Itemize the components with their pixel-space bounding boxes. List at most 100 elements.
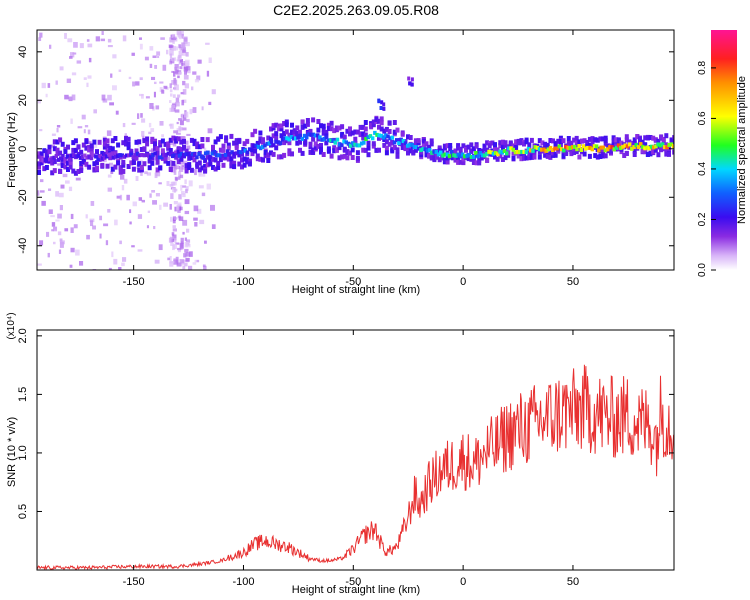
heatmap-ridge-cell [335, 137, 340, 142]
heatmap-halo-cell [445, 143, 450, 149]
heatmap-noise-cell [169, 261, 175, 264]
snr-series-line [37, 364, 674, 570]
heatmap-noise-cell [59, 238, 63, 242]
heatmap-noise-cell [170, 166, 176, 173]
heatmap-noise-cell [176, 204, 180, 211]
heatmap-halo-cell [358, 132, 363, 138]
heatmap-noise-cell [169, 89, 173, 93]
heatmap-noise-cell [183, 160, 188, 164]
heatmap-halo-cell [124, 136, 128, 142]
heatmap-halo-cell [429, 138, 434, 144]
heatmap-halo-cell [308, 149, 313, 155]
heatmap-ridge-cell [667, 143, 671, 147]
heatmap-ridge-cell [518, 150, 522, 155]
heatmap-noise-cell [153, 91, 156, 98]
heatmap-halo-cell [456, 159, 461, 165]
heatmap-halo-cell [287, 132, 292, 138]
heatmap-halo-cell [392, 129, 397, 135]
heatmap-ridge-cell [417, 146, 421, 151]
heatmap-ridge-cell [366, 135, 370, 140]
heatmap-halo-cell [253, 128, 258, 134]
heatmap-noise-cell [158, 244, 163, 251]
heatmap-ridge-cell [529, 148, 533, 153]
heatmap-noise-cell [184, 199, 190, 205]
heatmap-halo-cell [229, 133, 234, 139]
heatmap-ridge-cell [601, 145, 605, 150]
heatmap-noise-cell [157, 56, 160, 59]
heatmap-noise-cell [179, 66, 183, 70]
heatmap-ridge-cell [100, 156, 105, 161]
heatmap-halo-cell [282, 131, 287, 136]
heatmap-halo-cell [355, 156, 360, 161]
heatmap-noise-cell [50, 215, 55, 218]
heatmap-halo-cell [624, 151, 629, 156]
heatmap-halo-cell [500, 145, 505, 151]
heatmap-halo-cell [524, 155, 529, 161]
heatmap-ridge-cell [566, 145, 570, 150]
heatmap-noise-cell [170, 165, 176, 169]
heatmap-noise-cell [69, 56, 73, 59]
heatmap-halo-cell [311, 147, 316, 153]
heatmap-noise-cell [169, 256, 172, 262]
heatmap-ridge-cell [109, 152, 113, 157]
heatmap-noise-cell [181, 62, 184, 67]
heatmap-noise-cell [107, 187, 113, 192]
heatmap-halo-cell [458, 159, 463, 165]
heatmap-noise-cell [95, 36, 100, 42]
heatmap-halo-cell [408, 148, 413, 154]
heatmap-halo-cell [266, 135, 271, 141]
heatmap-noise-cell [178, 176, 181, 180]
heatmap-noise-cell [178, 118, 183, 121]
heatmap-ridge-cell [83, 153, 87, 158]
heatmap-ridge-cell [496, 152, 500, 157]
heatmap-ridge-cell [381, 135, 386, 140]
heatmap-noise-cell [159, 87, 163, 93]
heatmap-halo-cell [319, 123, 323, 129]
heatmap-halo-cell [100, 150, 105, 156]
heatmap-noise-cell [180, 166, 183, 169]
spectrogram-x-ticks: -150 -100 -50 0 50 [123, 30, 579, 288]
spectrogram-frame [36, 29, 675, 271]
heatmap-halo-cell [377, 135, 381, 141]
heatmap-halo-cell [224, 135, 229, 141]
heatmap-halo-cell [645, 135, 650, 141]
heatmap-halo-cell [577, 147, 582, 153]
heatmap-halo-cell [237, 152, 242, 158]
heatmap-noise-cell [87, 43, 93, 48]
spectrogram-x-tick-label: -100 [232, 276, 254, 288]
heatmap-noise-cell [178, 44, 184, 50]
heatmap-noise-cell [173, 164, 177, 170]
heatmap-halo-cell [179, 146, 184, 152]
heatmap-halo-cell [464, 147, 468, 153]
heatmap-noise-cell [182, 266, 186, 270]
heatmap-noise-cell [181, 33, 184, 39]
heatmap-halo-cell [382, 142, 387, 148]
heatmap-halo-cell [656, 152, 661, 158]
heatmap-halo-cell [42, 166, 47, 172]
heatmap-noise-cell [121, 262, 125, 267]
heatmap-halo-cell [316, 143, 321, 149]
heatmap-halo-cell [403, 146, 408, 152]
heatmap-noise-cell [122, 257, 127, 262]
heatmap-noise-cell [92, 144, 98, 148]
heatmap-halo-cell [450, 155, 455, 161]
heatmap-ridge-cell [507, 146, 511, 151]
heatmap-halo-cell [456, 145, 461, 151]
heatmap-noise-cell [207, 128, 213, 134]
heatmap-halo-cell [574, 144, 579, 150]
heatmap-halo-cell [89, 143, 94, 149]
heatmap-noise-cell [159, 204, 162, 210]
heatmap-halo-cell [664, 147, 669, 153]
heatmap-halo-cell [461, 143, 466, 149]
heatmap-ridge-cell [67, 157, 72, 162]
heatmap-ridge-cell [454, 153, 458, 158]
heatmap-halo-cell [332, 148, 337, 154]
heatmap-ridge-cell [184, 152, 188, 157]
heatmap-halo-cell [295, 125, 300, 131]
heatmap-halo-cell [276, 154, 281, 160]
heatmap-halo-cell [261, 157, 265, 163]
heatmap-ridge-cell [72, 153, 76, 158]
heatmap-halo-cell [640, 148, 645, 154]
heatmap-ridge-cell [274, 139, 278, 144]
heatmap-noise-cell [208, 57, 212, 64]
